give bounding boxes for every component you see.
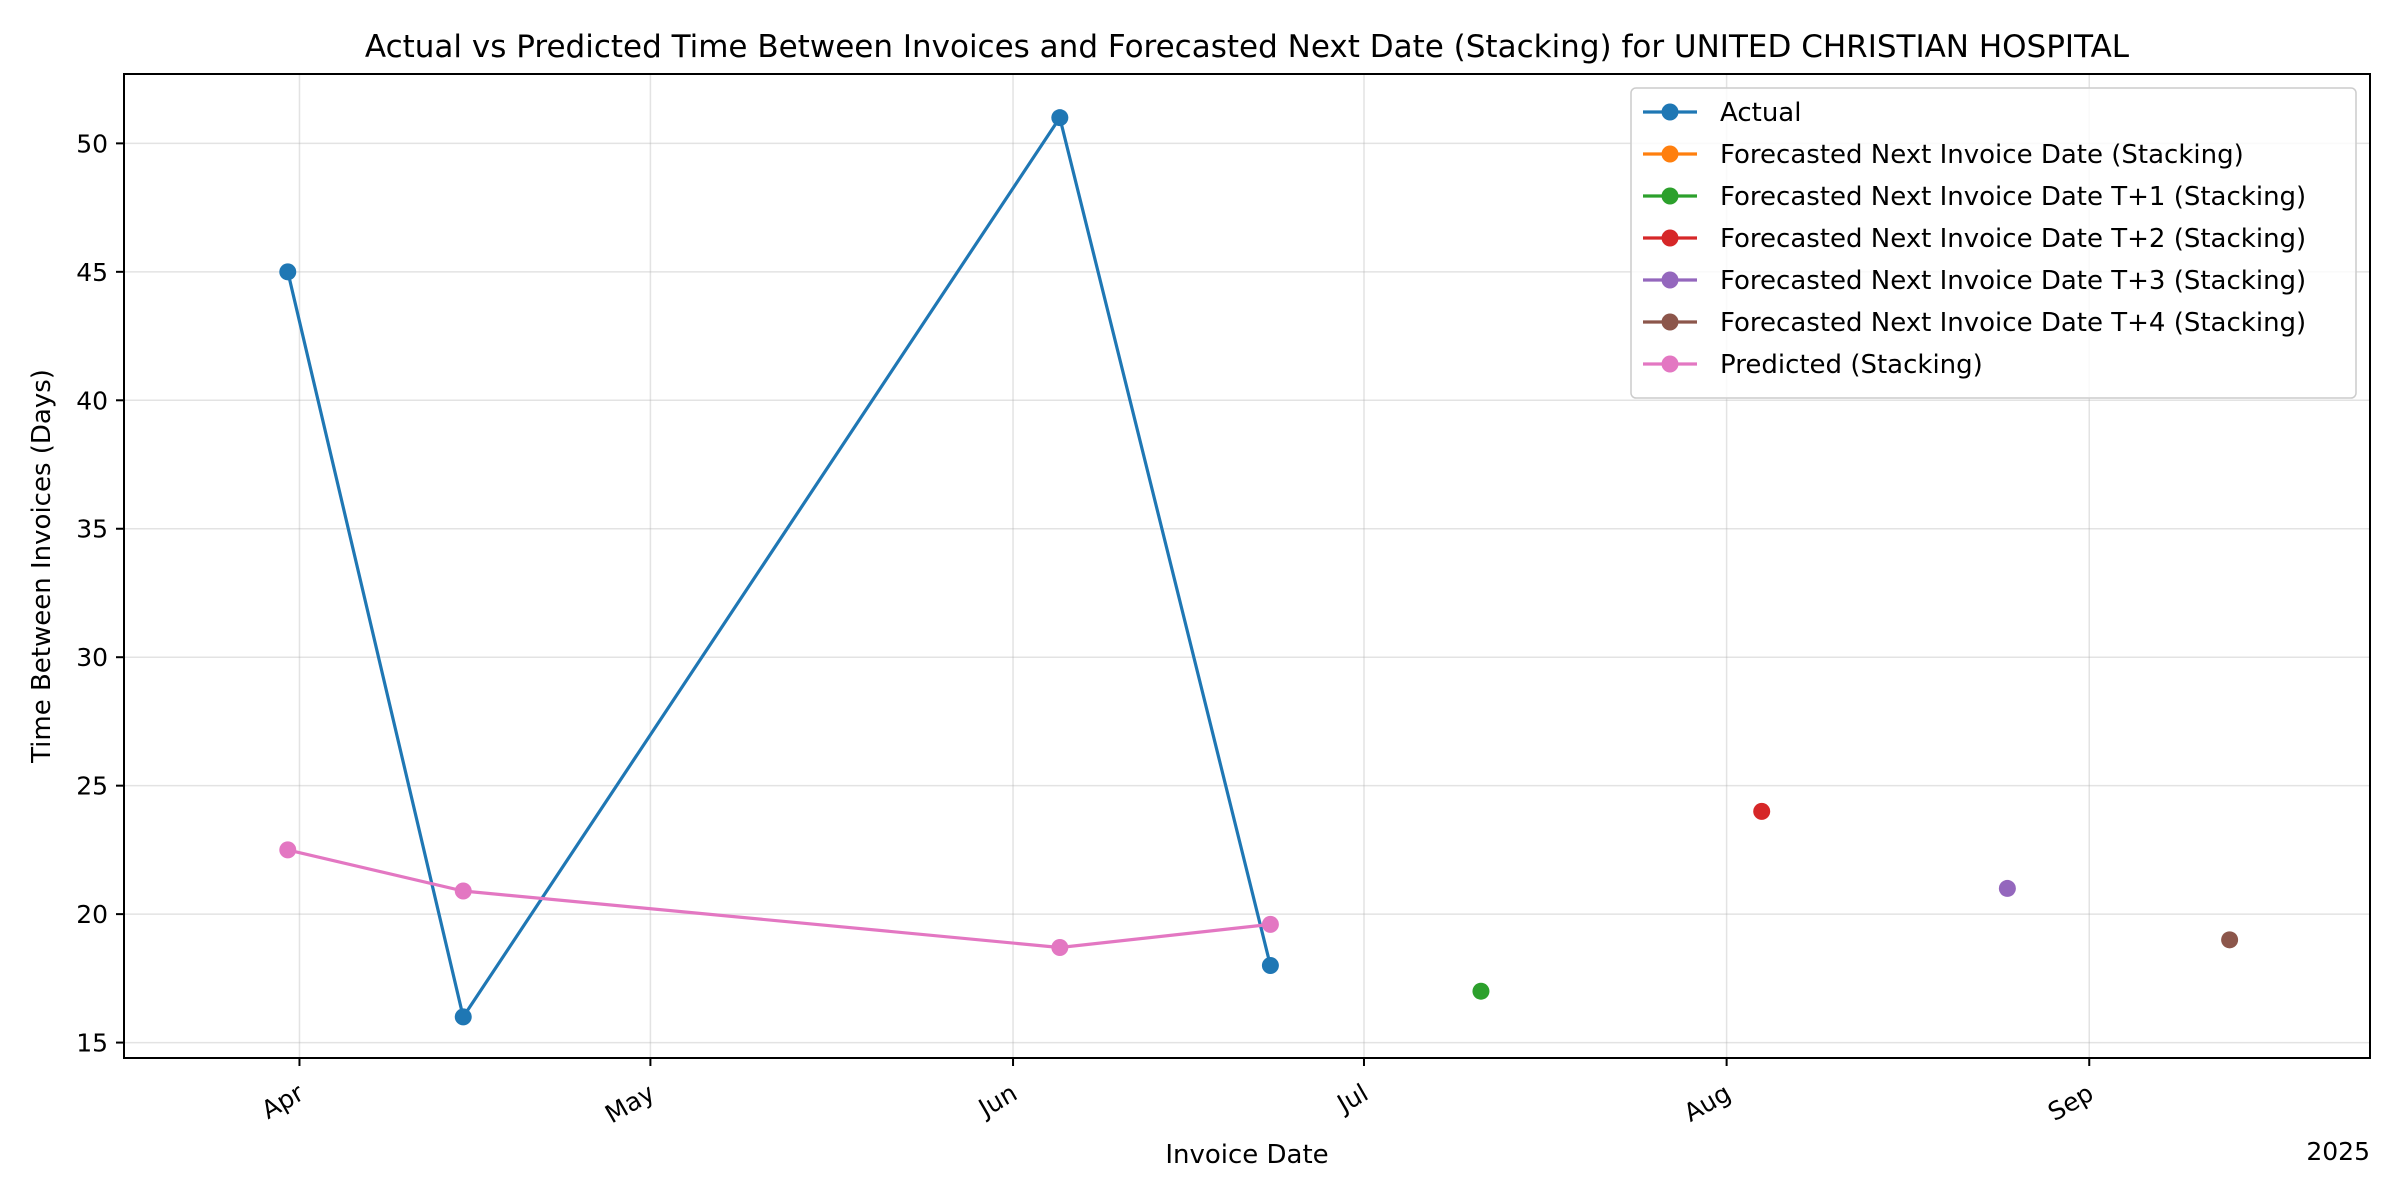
series-0-point (1261, 957, 1279, 975)
x-tick-label: Jul (1331, 1078, 1373, 1119)
x-year-label: 2025 (2306, 1137, 2370, 1166)
x-tick-label: Aug (1679, 1078, 1736, 1128)
y-tick-label: 30 (76, 643, 108, 672)
series-6-point (279, 841, 297, 859)
series-6-point (454, 882, 472, 900)
legend-label: Forecasted Next Invoice Date T+3 (Stacki… (1720, 266, 2306, 296)
y-tick-label: 40 (76, 386, 108, 415)
legend-swatch-marker (1661, 271, 1679, 289)
series-5-point (2221, 931, 2239, 949)
legend-label: Actual (1720, 98, 1801, 128)
legend-swatch-marker (1661, 187, 1679, 205)
series-layer (279, 109, 2239, 1026)
series-0-point (454, 1008, 472, 1026)
x-tick-label: Jun (972, 1078, 1022, 1124)
legend-frame (1630, 87, 2357, 399)
x-tick-label: Apr (257, 1078, 310, 1125)
legend-label: Forecasted Next Invoice Date T+4 (Stacki… (1720, 308, 2306, 338)
x-tick-label: Sep (2043, 1078, 2098, 1127)
series-2-point (1472, 982, 1490, 1000)
series-6-point (1261, 915, 1279, 933)
legend-swatch-marker (1661, 145, 1679, 163)
legend-swatch-marker (1661, 313, 1679, 331)
legend-label: Predicted (Stacking) (1720, 350, 1983, 380)
y-tick-label: 50 (76, 129, 108, 158)
x-tick-label: May (600, 1078, 659, 1129)
y-tick-label: 35 (76, 515, 108, 544)
series-0-point (279, 263, 297, 281)
y-tick-label: 15 (76, 1029, 108, 1058)
series-0-point (1051, 109, 1069, 127)
legend-label: Forecasted Next Invoice Date (Stacking) (1720, 140, 2244, 170)
x-axis-label: Invoice Date (1165, 1140, 1328, 1170)
series-0-line (286, 116, 1272, 1019)
legend: Actual Forecasted Next Invoice Date (Stac… (1630, 87, 2357, 399)
plot-frame (123, 73, 2371, 1059)
legend-swatch-marker (1661, 229, 1679, 247)
legend-swatch-marker (1661, 355, 1679, 373)
series-6-line (287, 848, 1271, 950)
y-tick-label: 45 (76, 258, 108, 287)
legend-swatch-marker (1661, 103, 1679, 121)
series-6-point (1051, 939, 1069, 957)
series-3-point (1753, 802, 1771, 820)
series-4-point (1998, 879, 2016, 897)
y-tick-label: 25 (76, 772, 108, 801)
y-tick-label: 20 (76, 900, 108, 929)
y-axis-label: Time Between Invoices (Days) (27, 369, 57, 764)
legend-label: Forecasted Next Invoice Date T+1 (Stacki… (1720, 182, 2306, 212)
legend-label: Forecasted Next Invoice Date T+2 (Stacki… (1720, 224, 2306, 254)
chart-title: Actual vs Predicted Time Between Invoice… (365, 29, 2130, 65)
